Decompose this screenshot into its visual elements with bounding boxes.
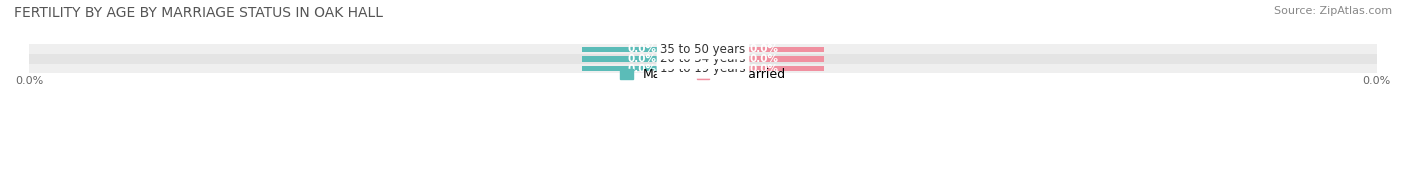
Legend: Married, Unmarried: Married, Unmarried [616,63,790,86]
Bar [30,44,1376,54]
Text: 0.0%: 0.0% [628,44,657,54]
Text: 0.0%: 0.0% [628,54,657,64]
Text: 0.0%: 0.0% [749,44,778,54]
Bar [703,47,824,52]
Bar [703,66,824,71]
Text: Source: ZipAtlas.com: Source: ZipAtlas.com [1274,6,1392,16]
Text: 0.0%: 0.0% [628,64,657,74]
Bar [30,54,1376,64]
Text: 0.0%: 0.0% [749,64,778,74]
Bar [582,47,703,52]
Bar [582,66,703,71]
Text: FERTILITY BY AGE BY MARRIAGE STATUS IN OAK HALL: FERTILITY BY AGE BY MARRIAGE STATUS IN O… [14,6,382,20]
Text: 15 to 19 years: 15 to 19 years [661,62,745,75]
Bar [703,56,824,62]
Bar [30,64,1376,74]
Text: 35 to 50 years: 35 to 50 years [661,43,745,56]
Text: 20 to 34 years: 20 to 34 years [661,53,745,65]
Bar [582,56,703,62]
Text: 0.0%: 0.0% [749,54,778,64]
